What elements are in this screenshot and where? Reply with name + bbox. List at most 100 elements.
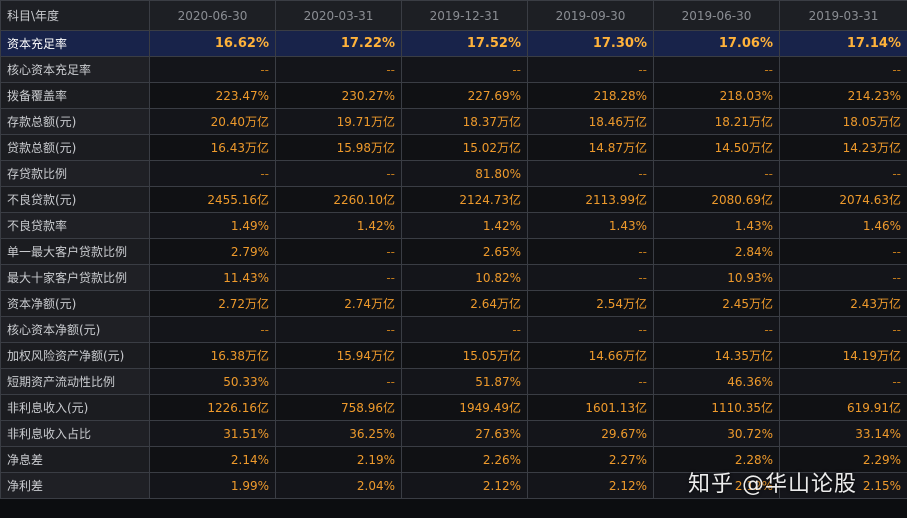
table-cell: 18.05万亿 <box>779 108 907 135</box>
table-cell: -- <box>779 368 907 395</box>
table-row[interactable]: 短期资产流动性比例 50.33% -- 51.87% -- 46.36% -- <box>0 368 907 395</box>
table-cell: 2.64万亿 <box>401 290 528 317</box>
table-cell: 1.46% <box>779 212 907 239</box>
date-column-header[interactable]: 2019-06-30 <box>653 0 780 31</box>
table-row[interactable]: 最大十家客户贷款比例 11.43% -- 10.82% -- 10.93% -- <box>0 264 907 291</box>
table-cell: -- <box>275 238 402 265</box>
row-label: 非利息收入(元) <box>0 394 150 421</box>
table-row[interactable]: 非利息收入占比 31.51% 36.25% 27.63% 29.67% 30.72% 33.… <box>0 420 907 447</box>
table-cell: -- <box>653 56 780 83</box>
table-row[interactable]: 加权风险资产净额(元) 16.38万亿 15.94万亿 15.05万亿 14.66万亿 1… <box>0 342 907 369</box>
table-cell: -- <box>275 160 402 187</box>
table-cell: 2080.69亿 <box>653 186 780 213</box>
table-cell: 15.94万亿 <box>275 342 402 369</box>
table-cell: 1601.13亿 <box>527 394 654 421</box>
table-cell: -- <box>275 56 402 83</box>
table-cell: 2260.10亿 <box>275 186 402 213</box>
table-row[interactable]: 不良贷款(元) 2455.16亿 2260.10亿 2124.73亿 2113.99亿 2… <box>0 186 907 213</box>
table-row[interactable]: 资本充足率 16.62% 17.22% 17.52% 17.30% 17.06% 17.14… <box>0 30 907 57</box>
table-cell: 33.14% <box>779 420 907 447</box>
table-cell: 2.19% <box>275 446 402 473</box>
row-label: 存款总额(元) <box>0 108 150 135</box>
table-row[interactable]: 贷款总额(元) 16.43万亿 15.98万亿 15.02万亿 14.87万亿 14.50… <box>0 134 907 161</box>
table-cell: 36.25% <box>275 420 402 447</box>
table-row[interactable]: 不良贷款率 1.49% 1.42% 1.42% 1.43% 1.43% 1.46% <box>0 212 907 239</box>
table-cell: -- <box>149 160 276 187</box>
row-label: 净利差 <box>0 472 150 499</box>
table-cell: 2.26% <box>401 446 528 473</box>
table-cell: -- <box>527 368 654 395</box>
table-cell: 230.27% <box>275 82 402 109</box>
table-cell: -- <box>779 264 907 291</box>
table-cell: 1.42% <box>401 212 528 239</box>
table-cell: -- <box>275 264 402 291</box>
row-label: 加权风险资产净额(元) <box>0 342 150 369</box>
row-label: 不良贷款(元) <box>0 186 150 213</box>
date-column-header[interactable]: 2020-06-30 <box>149 0 276 31</box>
table-cell: 2113.99亿 <box>527 186 654 213</box>
table-cell: 51.87% <box>401 368 528 395</box>
table-cell: 2.79% <box>149 238 276 265</box>
table-row[interactable]: 拨备覆盖率 223.47% 230.27% 227.69% 218.28% 218.03%… <box>0 82 907 109</box>
table-cell: 18.46万亿 <box>527 108 654 135</box>
table-cell: 619.91亿 <box>779 394 907 421</box>
row-label: 拨备覆盖率 <box>0 82 150 109</box>
table-cell: 1.43% <box>653 212 780 239</box>
table-cell: 2.43万亿 <box>779 290 907 317</box>
table-cell: -- <box>779 56 907 83</box>
table-cell: 30.72% <box>653 420 780 447</box>
table-cell: -- <box>401 316 528 343</box>
date-column-header[interactable]: 2019-09-30 <box>527 0 654 31</box>
table-row[interactable]: 资本净额(元) 2.72万亿 2.74万亿 2.64万亿 2.54万亿 2.45万亿 2.4… <box>0 290 907 317</box>
table-cell: 1.49% <box>149 212 276 239</box>
table-cell: 1.42% <box>275 212 402 239</box>
table-row[interactable]: 核心资本充足率 -- -- -- -- -- -- <box>0 56 907 83</box>
table-cell: 50.33% <box>149 368 276 395</box>
table-cell: 2.74万亿 <box>275 290 402 317</box>
table-row[interactable]: 存款总额(元) 20.40万亿 19.71万亿 18.37万亿 18.46万亿 18.21… <box>0 108 907 135</box>
table-cell: 14.87万亿 <box>527 134 654 161</box>
table-row[interactable]: 净利差 1.99% 2.04% 2.12% 2.12% 2.12% 2.15% <box>0 472 907 499</box>
table-cell: 1110.35亿 <box>653 394 780 421</box>
table-cell: 2.12% <box>401 472 528 499</box>
table-row[interactable]: 非利息收入(元) 1226.16亿 758.96亿 1949.49亿 1601.13亿 1… <box>0 394 907 421</box>
row-label: 贷款总额(元) <box>0 134 150 161</box>
table-cell: 16.62% <box>149 30 276 57</box>
table-cell: 31.51% <box>149 420 276 447</box>
table-cell: 16.43万亿 <box>149 134 276 161</box>
table-cell: 17.52% <box>401 30 528 57</box>
table-cell: 1226.16亿 <box>149 394 276 421</box>
table-cell: 16.38万亿 <box>149 342 276 369</box>
table-cell: 1.99% <box>149 472 276 499</box>
table-row[interactable]: 存贷款比例 -- -- 81.80% -- -- -- <box>0 160 907 187</box>
corner-header[interactable]: 科目\年度 <box>0 0 150 31</box>
table-cell: 15.02万亿 <box>401 134 528 161</box>
table-cell: 17.14% <box>779 30 907 57</box>
date-column-header[interactable]: 2019-03-31 <box>779 0 907 31</box>
table-row[interactable]: 净息差 2.14% 2.19% 2.26% 2.27% 2.28% 2.29% <box>0 446 907 473</box>
table-cell: -- <box>527 160 654 187</box>
row-label: 净息差 <box>0 446 150 473</box>
table-cell: 2.04% <box>275 472 402 499</box>
table-cell: 2.84% <box>653 238 780 265</box>
table-row[interactable]: 核心资本净额(元) -- -- -- -- -- -- <box>0 316 907 343</box>
table-cell: 227.69% <box>401 82 528 109</box>
table-cell: 11.43% <box>149 264 276 291</box>
header-row: 科目\年度 2020-06-30 2020-03-31 2019-12-31 2… <box>0 0 907 31</box>
table-cell: -- <box>275 316 402 343</box>
table-row[interactable]: 单一最大客户贷款比例 2.79% -- 2.65% -- 2.84% -- <box>0 238 907 265</box>
table-cell: -- <box>779 238 907 265</box>
table-cell: 2.12% <box>653 472 780 499</box>
financial-indicators-table: 科目\年度 2020-06-30 2020-03-31 2019-12-31 2… <box>0 0 907 499</box>
date-column-header[interactable]: 2020-03-31 <box>275 0 402 31</box>
table-cell: 19.71万亿 <box>275 108 402 135</box>
table-cell: 1949.49亿 <box>401 394 528 421</box>
table-cell: 2455.16亿 <box>149 186 276 213</box>
date-column-header[interactable]: 2019-12-31 <box>401 0 528 31</box>
table-cell: 10.93% <box>653 264 780 291</box>
table-cell: 81.80% <box>401 160 528 187</box>
table-cell: 14.23万亿 <box>779 134 907 161</box>
table-cell: 14.35万亿 <box>653 342 780 369</box>
table-cell: 1.43% <box>527 212 654 239</box>
table-cell: 27.63% <box>401 420 528 447</box>
